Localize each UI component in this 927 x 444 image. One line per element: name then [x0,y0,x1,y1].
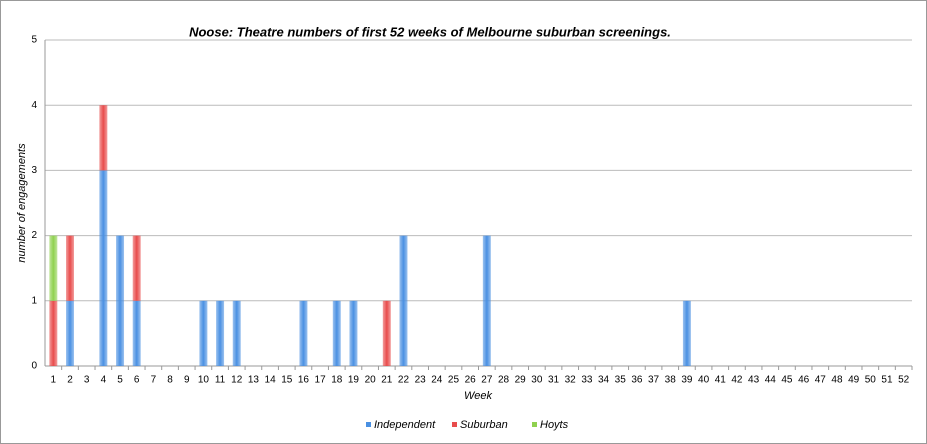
x-tick-label: 42 [731,375,743,386]
bar-segment [66,300,75,366]
x-tick-label: 37 [648,375,660,386]
bar-segment [382,300,391,366]
x-tick-label: 16 [298,375,310,386]
x-tick-label: 4 [101,375,107,386]
x-tick-label: 45 [781,375,793,386]
x-tick-label: 20 [365,375,377,386]
x-tick-label: 33 [581,375,593,386]
x-tick-label: 38 [665,375,677,386]
x-tick-label: 34 [598,375,610,386]
x-tick-label: 29 [515,375,527,386]
y-tick-label: 3 [31,165,37,176]
x-tick-label: 8 [167,375,173,386]
x-tick-label: 30 [531,375,543,386]
x-tick-label: 23 [415,375,427,386]
x-tick-label: 15 [281,375,293,386]
x-tick-label: 50 [865,375,877,386]
chart-title: Noose: Theatre numbers of first 52 weeks… [189,24,671,39]
x-tick-label: 7 [151,375,157,386]
x-tick-label: 27 [481,375,493,386]
y-tick-label: 5 [31,35,37,46]
x-tick-label: 24 [431,375,443,386]
x-tick-label: 17 [315,375,327,386]
x-tick-label: 31 [548,375,560,386]
bar-segment [99,105,108,171]
bar-segment [49,235,58,301]
x-tick-label: 36 [631,375,643,386]
x-tick-label: 12 [231,375,243,386]
y-axis-title: number of engagements [16,143,28,263]
bar-segment [132,300,141,366]
legend-swatch [532,422,537,427]
x-tick-label: 32 [565,375,577,386]
x-tick-label: 25 [448,375,460,386]
bar-segment [116,235,125,366]
x-tick-label: 44 [765,375,777,386]
bar-segment [232,300,241,366]
legend-swatch [366,422,371,427]
bar-segment [99,170,108,366]
legend-label: Suburban [460,419,508,431]
bar-segment [349,300,358,366]
x-tick-label: 26 [465,375,477,386]
x-tick-label: 48 [831,375,843,386]
x-tick-label: 22 [398,375,410,386]
x-tick-label: 51 [881,375,893,386]
bar-segment [682,300,691,366]
x-tick-label: 11 [215,375,226,386]
x-tick-label: 5 [117,375,123,386]
x-tick-label: 41 [715,375,727,386]
bar-segment [216,300,225,366]
bar-segment [49,300,58,366]
x-tick-label: 6 [134,375,140,386]
legend-label: Hoyts [540,419,569,431]
bar-segment [399,235,408,366]
legend-label: Independent [374,419,436,431]
bar-segment [66,235,75,301]
x-tick-label: 13 [248,375,260,386]
x-tick-label: 2 [67,375,73,386]
x-axis-title: Week [464,390,492,402]
y-tick-label: 0 [31,361,37,372]
x-tick-label: 1 [51,375,57,386]
x-tick-label: 19 [348,375,360,386]
bar-segment [299,300,308,366]
bar-segment [132,235,141,301]
y-tick-label: 2 [31,230,37,241]
x-tick-label: 39 [681,375,693,386]
x-tick-label: 47 [815,375,827,386]
x-tick-label: 35 [615,375,627,386]
x-tick-label: 14 [265,375,277,386]
bar-segment [199,300,208,366]
legend-swatch [452,422,457,427]
y-tick-label: 1 [31,295,37,306]
x-tick-label: 9 [184,375,190,386]
x-tick-label: 46 [798,375,810,386]
x-tick-label: 18 [331,375,343,386]
x-tick-label: 21 [381,375,393,386]
x-tick-label: 10 [198,375,210,386]
bar-segment [332,300,341,366]
x-tick-label: 3 [84,375,90,386]
x-tick-label: 40 [698,375,710,386]
x-tick-label: 49 [848,375,860,386]
x-tick-label: 28 [498,375,510,386]
y-tick-label: 4 [31,100,37,111]
x-tick-label: 52 [898,375,910,386]
bar-segment [482,235,491,366]
x-tick-label: 43 [748,375,760,386]
